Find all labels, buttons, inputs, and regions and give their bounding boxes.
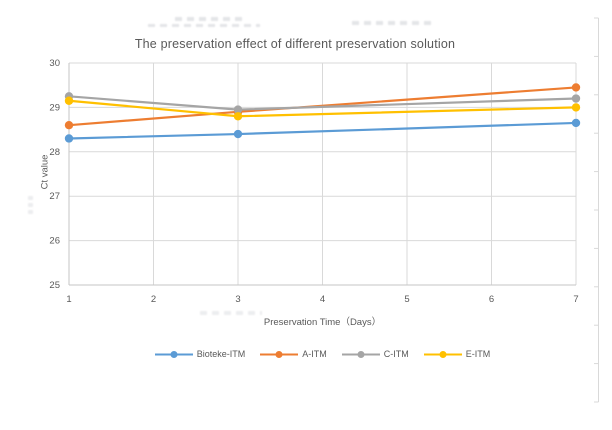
x-tick-label: 2 xyxy=(151,294,156,305)
data-point-marker xyxy=(233,112,243,121)
ghost-text-artifact xyxy=(28,196,33,216)
y-tick-label: 25 xyxy=(49,280,60,291)
tick-labels: 25 26 27 28 29 30 1 2 3 4 5 6 7 xyxy=(49,58,578,305)
data-point-marker xyxy=(571,94,581,103)
x-tick-label: 4 xyxy=(320,294,325,305)
legend-item-e-itm: E-ITM xyxy=(423,349,491,359)
data-point-marker xyxy=(571,83,581,92)
x-axis-title: Preservation Time（Days） xyxy=(263,317,382,328)
y-axis-title: Ct value xyxy=(39,154,51,190)
data-point-marker xyxy=(64,96,74,105)
x-tick-label: 3 xyxy=(235,294,240,305)
y-tick-label: 30 xyxy=(49,58,60,69)
x-tick-label: 5 xyxy=(404,294,409,305)
y-tick-label: 29 xyxy=(49,102,60,113)
x-tick-label: 6 xyxy=(489,294,494,305)
ghost-text-artifact xyxy=(148,24,260,27)
data-point-marker xyxy=(571,103,581,112)
gridlines xyxy=(69,62,577,285)
x-tick-label: 1 xyxy=(66,294,71,305)
legend-label: E-ITM xyxy=(465,349,491,359)
ghost-text-artifact xyxy=(175,17,243,21)
legend-label: A-ITM xyxy=(302,349,327,359)
data-point-marker xyxy=(233,105,243,114)
y-tick-label: 26 xyxy=(49,236,60,247)
legend-item-bioteke-itm: Bioteke-ITM xyxy=(154,349,246,359)
legend-line-marker-icon xyxy=(154,350,193,358)
data-point-marker xyxy=(64,120,74,130)
data-point-marker xyxy=(64,134,74,143)
series-bioteke-itm xyxy=(64,118,581,143)
legend-line-marker-icon xyxy=(341,350,380,358)
chart-legend: Bioteke-ITM A-ITM C-ITM E-ITM xyxy=(69,349,576,359)
adjacent-axis-artifact xyxy=(594,17,599,403)
legend-label: Bioteke-ITM xyxy=(196,349,246,359)
x-tick-label: 7 xyxy=(573,294,578,305)
y-tick-label: 27 xyxy=(49,191,60,202)
y-tick-label: 28 xyxy=(49,147,60,158)
data-point-marker xyxy=(571,118,581,128)
chart-title: The preservation effect of different pre… xyxy=(134,37,456,51)
ghost-text-artifact xyxy=(200,311,262,315)
legend-line-marker-icon xyxy=(423,350,462,358)
legend-label: C-ITM xyxy=(383,349,409,359)
legend-item-c-itm: C-ITM xyxy=(341,349,409,359)
legend-line-marker-icon xyxy=(260,350,299,358)
legend-item-a-itm: A-ITM xyxy=(260,349,327,359)
ghost-text-artifact xyxy=(352,21,432,25)
series-e-itm xyxy=(64,96,581,121)
data-point-marker xyxy=(233,129,243,139)
